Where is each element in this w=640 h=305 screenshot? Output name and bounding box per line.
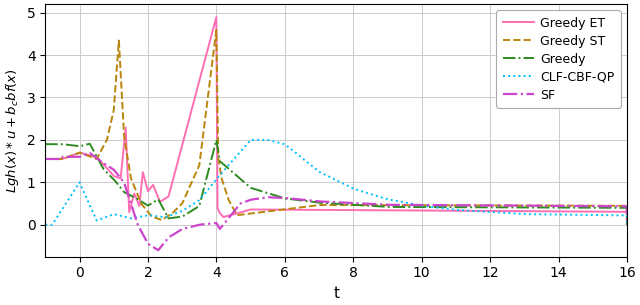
SF: [390, 203, 398, 207]
Line: CLF-CBF-QP: CLF-CBF-QP: [45, 140, 627, 225]
Greedy ST: [390, 203, 398, 207]
SF: [147, 244, 155, 248]
Greedy: [147, 202, 155, 206]
Greedy ET: [420, 209, 428, 212]
CLF-CBF-QP: [476, 210, 483, 213]
Greedy: [212, 138, 220, 142]
SF: [42, 157, 49, 161]
Greedy: [520, 206, 527, 209]
Greedy ET: [220, 215, 227, 219]
Greedy ST: [420, 203, 428, 207]
Greedy: [623, 223, 631, 227]
Greedy ET: [520, 209, 527, 213]
Legend: Greedy ET, Greedy ST, Greedy, CLF-CBF-QP, SF: Greedy ET, Greedy ST, Greedy, CLF-CBF-QP…: [497, 10, 621, 108]
SF: [476, 203, 483, 207]
Line: Greedy ST: Greedy ST: [45, 30, 627, 225]
Greedy ST: [212, 28, 220, 32]
Greedy: [420, 205, 428, 209]
CLF-CBF-QP: [623, 223, 631, 227]
Greedy ET: [390, 209, 398, 212]
SF: [623, 223, 631, 227]
SF: [86, 151, 93, 155]
CLF-CBF-QP: [390, 199, 398, 203]
SF: [264, 195, 271, 199]
Greedy: [42, 142, 49, 146]
CLF-CBF-QP: [264, 138, 271, 142]
Greedy ET: [264, 208, 271, 211]
SF: [520, 204, 527, 207]
Greedy ET: [42, 157, 49, 161]
SF: [154, 248, 162, 252]
CLF-CBF-QP: [247, 138, 255, 142]
Greedy ET: [476, 209, 483, 213]
X-axis label: t: t: [333, 286, 339, 301]
Greedy ET: [147, 186, 155, 189]
Greedy ET: [623, 210, 631, 213]
Line: Greedy ET: Greedy ET: [45, 17, 627, 217]
Line: Greedy: Greedy: [45, 140, 627, 225]
Greedy ST: [264, 210, 271, 213]
CLF-CBF-QP: [520, 212, 527, 216]
Greedy ET: [212, 15, 220, 19]
Greedy ST: [42, 157, 49, 161]
CLF-CBF-QP: [42, 223, 49, 227]
CLF-CBF-QP: [420, 204, 428, 208]
Greedy: [476, 206, 483, 209]
Greedy ST: [476, 203, 483, 207]
SF: [420, 203, 428, 207]
Y-axis label: $Lgh(x)*u + b_c bf(x)$: $Lgh(x)*u + b_c bf(x)$: [4, 68, 21, 193]
Greedy: [390, 205, 398, 209]
Greedy ST: [147, 214, 155, 217]
Greedy ST: [520, 204, 527, 207]
Greedy: [264, 191, 271, 195]
CLF-CBF-QP: [147, 214, 155, 217]
Greedy ST: [623, 223, 631, 227]
Line: SF: SF: [45, 153, 627, 250]
